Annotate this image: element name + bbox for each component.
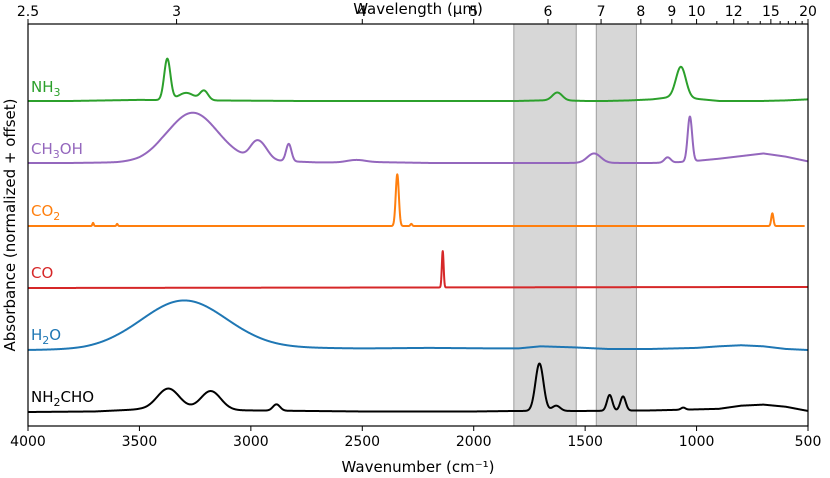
x2-tick-label: 10 [688,4,706,20]
x2-tick-label: 4 [358,4,367,20]
top-axis-ticks: 2.5 3 4 5 6 7 8 9 10 12 15 20 [17,4,817,24]
series-label-subscript: 2 [53,210,60,223]
series-label-subscript: 2 [54,396,61,409]
series-label-tail: OH [60,140,83,158]
x-tick-label: 2500 [344,434,380,450]
y-axis-title: Absorbance (normalized + offset) [1,98,19,351]
plot-area [27,57,809,413]
x2-tick-label: 7 [597,4,606,20]
x-tick-label: 3500 [122,434,158,450]
series-label-ch3oh: CH3OH [31,140,83,161]
x2-tick-label: 2.5 [17,4,39,20]
series-label-main: CO [31,202,53,220]
series-label-main: CO [31,264,53,282]
x-tick-label: 1000 [679,434,715,450]
x-tick-label: 500 [795,434,822,450]
x2-tick-label: 9 [667,4,676,20]
x-tick-label: 4000 [10,434,46,450]
series-label-main: NH [31,78,54,96]
series-label-tail: O [49,326,61,344]
series-line-co [27,250,809,289]
series-line-h2o [27,299,809,351]
series-label-nh3: NH3 [31,78,61,99]
series-label-h2o: H2O [31,326,61,347]
series-label-co2: CO2 [31,202,60,223]
x2-tick-label: 20 [799,4,817,20]
series-line-ch3oh [27,111,809,164]
series-label-subscript: 3 [54,86,61,99]
series-label-main: CH [31,140,53,158]
x-axis-title: Wavenumber (cm⁻¹) [342,458,495,476]
series-label-subscript: 2 [42,334,49,347]
x-tick-label: 3000 [233,434,269,450]
x2-tick-label: 6 [544,4,553,20]
series-label-main: H [31,326,42,344]
series-label-nh2cho: NH2CHO [31,388,94,409]
series-label-co: CO [31,264,53,282]
x-tick-label: 1500 [567,434,603,450]
x2-tick-label: 12 [725,4,743,20]
x2-tick-label: 5 [469,4,478,20]
series-label-tail: CHO [61,388,95,406]
x2-tick-label: 3 [172,4,181,20]
x2-tick-label: 8 [636,4,645,20]
x-tick-label: 2000 [456,434,492,450]
series-label-main: NH [31,388,54,406]
bottom-axis-ticks: 4000 3500 3000 2500 2000 1500 1000 500 [10,426,821,450]
series-label-subscript: 3 [53,148,60,161]
series-line-nh3 [27,57,809,102]
series-line-nh2cho [27,362,809,413]
plot-frame [27,23,809,427]
x2-tick-label: 15 [762,4,780,20]
top-axis-title: Wavelength (μm) [353,0,483,18]
series-line-co2 [27,173,806,227]
